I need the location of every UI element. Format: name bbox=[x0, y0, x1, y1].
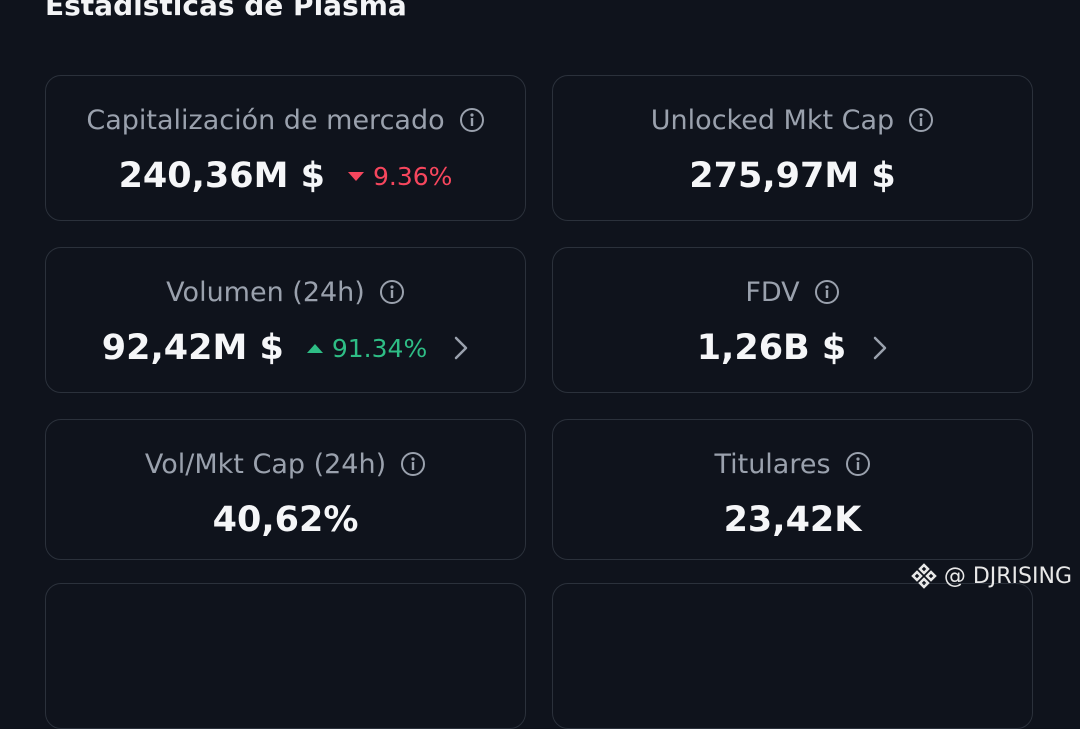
stat-value-row: 92,42M $ 91.34% bbox=[46, 326, 525, 370]
stat-label-row: Capitalización de mercado bbox=[46, 102, 525, 138]
stat-value: 240,36M $ bbox=[118, 156, 325, 196]
section-title: Estadísticas de Plasma bbox=[45, 0, 407, 22]
stat-label: Vol/Mkt Cap (24h) bbox=[144, 448, 387, 480]
info-icon[interactable] bbox=[400, 451, 426, 477]
card bbox=[45, 583, 526, 729]
trend-arrow bbox=[306, 343, 323, 353]
info-icon[interactable] bbox=[845, 451, 871, 477]
stat-value-row: 23,42K bbox=[553, 498, 1032, 542]
stat-label: Titulares bbox=[714, 448, 831, 480]
stat-value-row: 40,62% bbox=[46, 498, 525, 542]
page: Estadísticas de Plasma Capitalización de… bbox=[45, 0, 1072, 729]
watermark: @ DJRISING bbox=[910, 562, 1072, 590]
stat-value: 275,97M $ bbox=[689, 156, 896, 196]
stat-label: Unlocked Mkt Cap bbox=[650, 104, 895, 136]
chevron[interactable] bbox=[453, 335, 469, 361]
stat-label: Volumen (24h) bbox=[166, 276, 365, 308]
stat-card[interactable]: Volumen (24h) 92,42M $ 91.34% bbox=[45, 247, 526, 393]
trend-arrow bbox=[348, 171, 364, 181]
info-icon[interactable] bbox=[379, 279, 405, 305]
stat-card: Capitalización de mercado 240,36M $ 9.36% bbox=[45, 75, 526, 221]
watermark-text: @ DJRISING bbox=[943, 563, 1072, 589]
stat-value-row: 1,26B $ bbox=[553, 326, 1032, 370]
stat-card[interactable]: FDV 1,26B $ bbox=[552, 247, 1033, 393]
change-text: 9.36% bbox=[373, 161, 453, 191]
change: 91.34% bbox=[306, 334, 427, 363]
stat-label: Capitalización de mercado bbox=[86, 104, 445, 136]
stat-label-row: Volumen (24h) bbox=[46, 274, 525, 310]
info-icon[interactable] bbox=[908, 107, 934, 133]
stat-label-row: Titulares bbox=[553, 446, 1032, 482]
stat-card: Vol/Mkt Cap (24h) 40,62% bbox=[45, 419, 526, 560]
stat-label-row: Vol/Mkt Cap (24h) bbox=[46, 446, 525, 482]
stat-value: 40,62% bbox=[212, 500, 359, 540]
stat-label-row: Unlocked Mkt Cap bbox=[553, 102, 1032, 138]
stat-card: Unlocked Mkt Cap 275,97M $ bbox=[552, 75, 1033, 221]
stat-label-row: FDV bbox=[553, 274, 1032, 310]
stat-value-row: 240,36M $ 9.36% bbox=[46, 154, 525, 198]
info-icon[interactable] bbox=[814, 279, 840, 305]
change-text: 91.34% bbox=[331, 333, 428, 363]
stat-value: 23,42K bbox=[723, 500, 862, 540]
card bbox=[552, 583, 1033, 729]
info-icon[interactable] bbox=[459, 107, 485, 133]
chevron[interactable] bbox=[872, 335, 888, 361]
stat-value-row: 275,97M $ bbox=[553, 154, 1032, 198]
stat-card: Titulares 23,42K bbox=[552, 419, 1033, 560]
stat-label: FDV bbox=[745, 276, 800, 308]
stat-value: 1,26B $ bbox=[696, 328, 847, 368]
logo bbox=[911, 563, 937, 589]
change: 9.36% bbox=[347, 162, 452, 191]
stat-value: 92,42M $ bbox=[101, 328, 284, 368]
